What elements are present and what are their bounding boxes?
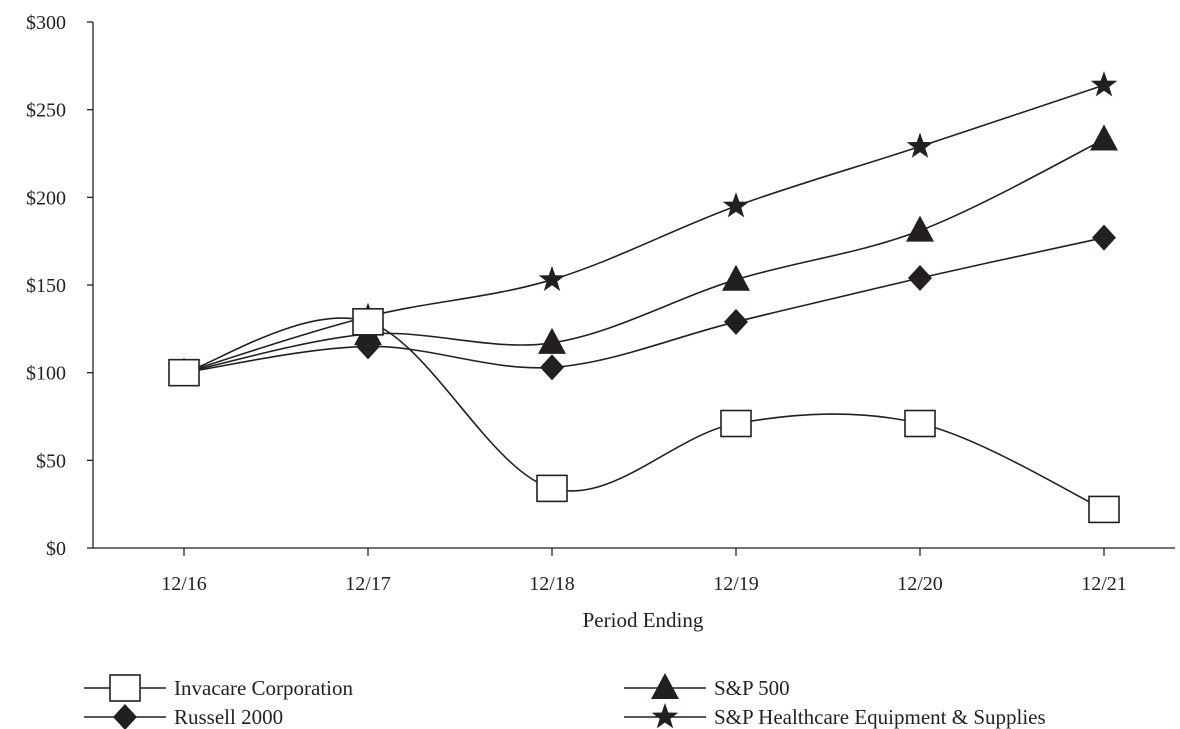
x-tick-label: 12/21 [1081,573,1127,595]
series-line [183,138,1105,374]
legend-marker [651,673,679,699]
y-axis: $0 $50 $100 $150 $200 $250 $300 [26,12,94,560]
x-tick-label: 12/18 [529,573,575,595]
x-tick-label: 12/17 [345,573,391,595]
data-point [1090,71,1118,97]
data-point [722,264,750,291]
legend-label: Russell 2000 [174,705,283,729]
data-point [720,409,752,438]
legend-item: Invacare Corporation [84,674,354,702]
data-point [908,264,932,291]
legend: Invacare Corporation Russell 2000 S&P 500 S… [84,673,1046,729]
series-lines [183,84,1105,511]
y-tick-label: $250 [26,100,66,122]
y-tick-label: $200 [26,187,66,209]
legend-item: S&P 500 [624,673,790,700]
legend-label: Invacare Corporation [174,676,354,700]
legend-marker [109,674,141,702]
data-point [724,308,748,335]
x-tick-label: 12/20 [897,573,943,595]
data-point [906,132,934,158]
x-axis: 12/16 12/17 12/18 12/19 12/20 12/21 [93,547,1175,595]
y-tick-label: $50 [36,450,66,472]
data-point [168,358,200,387]
legend-label: S&P 500 [714,676,790,700]
data-point [536,474,568,503]
series-line [183,317,1105,511]
data-point [906,215,934,242]
legend-label: S&P Healthcare Equipment & Supplies [714,705,1046,729]
legend-item: Russell 2000 [84,704,283,729]
data-point [1090,124,1118,151]
data-point [904,409,936,438]
data-point [538,265,566,292]
y-tick-label: $300 [26,12,66,34]
y-tick-label: $100 [26,363,66,385]
series-line [183,84,1105,374]
legend-marker [651,703,679,729]
x-tick-label: 12/19 [713,573,759,595]
data-point [356,333,380,360]
legend-marker [113,704,137,729]
series-markers [168,71,1120,524]
series-line [183,236,1105,374]
data-point [538,327,566,354]
legend-item: S&P Healthcare Equipment & Supplies [624,703,1046,729]
data-point [352,308,384,336]
data-point [1092,224,1116,251]
data-point [1088,495,1120,524]
x-tick-label: 12/16 [161,573,207,595]
y-tick-label: $150 [26,275,66,297]
x-axis-title: Period Ending [583,608,704,632]
data-point [722,192,750,218]
y-tick-label: $0 [46,538,66,560]
data-point [540,354,564,381]
